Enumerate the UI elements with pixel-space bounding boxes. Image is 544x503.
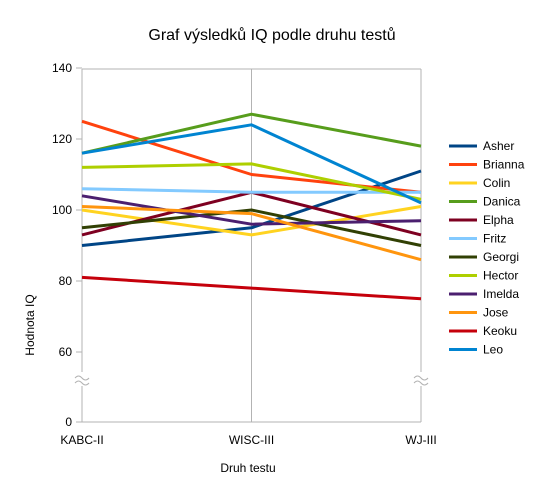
legend-item-hector: Hector (449, 269, 518, 283)
legend-item-brianna: Brianna (449, 158, 525, 172)
plot-area: 0 60 80 100 120 140 KABC-II WISC-III WJ-III (52, 61, 437, 447)
legend: Asher Brianna Colin Danica Elpha Fritz Georgi H… (449, 139, 525, 357)
series-line-danica (81, 112, 422, 155)
legend-item-imelda: Imelda (449, 287, 519, 301)
series-line-hector (81, 162, 422, 201)
legend-label: Keoku (483, 324, 517, 338)
series-line-keoku (81, 275, 422, 301)
y-tick-label: 140 (52, 61, 72, 75)
axis-break-mark-upper-0 (74, 375, 90, 381)
chart-title: Graf výsledků IQ podle druhu testů (148, 26, 395, 44)
legend-label: Hector (483, 269, 518, 283)
series-line-fritz (81, 187, 421, 194)
legend-label: Imelda (483, 287, 519, 301)
legend-item-jose: Jose (449, 306, 509, 320)
legend-label: Elpha (483, 213, 514, 227)
legend-label: Danica (483, 195, 521, 209)
axis-break-gap-0 (74, 372, 90, 386)
legend-label: Leo (483, 343, 503, 357)
legend-label: Brianna (483, 158, 525, 172)
series-line-jose (81, 205, 422, 262)
legend-item-keoku: Keoku (449, 324, 517, 338)
y-axis-label: Hodnota IQ (23, 294, 37, 355)
legend-item-asher: Asher (449, 139, 514, 153)
legend-item-georgi: Georgi (449, 250, 519, 264)
y-tick-label: 80 (59, 274, 73, 288)
x-axis-label: Druh testu (220, 461, 275, 475)
legend-item-danica: Danica (449, 195, 521, 209)
legend-label: Colin (483, 176, 510, 190)
series-line-imelda (81, 194, 422, 226)
legend-label: Georgi (483, 250, 519, 264)
legend-item-elpha: Elpha (449, 213, 514, 227)
axis-break-gap-1 (413, 372, 429, 386)
series-line-leo (81, 123, 422, 205)
series-line-asher (81, 169, 422, 247)
legend-item-colin: Colin (449, 176, 510, 190)
x-tick-label: KABC-II (60, 433, 103, 447)
legend-label: Fritz (483, 232, 506, 246)
axis-break-mark-lower-1 (413, 380, 429, 386)
y-tick-label: 0 (65, 415, 72, 429)
series-line-colin (81, 205, 422, 237)
x-tick-label: WJ-III (405, 433, 436, 447)
series-line-georgi (81, 208, 422, 247)
legend-item-leo: Leo (449, 343, 503, 357)
legend-item-fritz: Fritz (449, 232, 506, 246)
axis-break-mark-upper-1 (413, 375, 429, 381)
legend-label: Asher (483, 139, 514, 153)
y-tick-label: 60 (59, 345, 73, 359)
axis-break-mark-lower-0 (74, 380, 90, 386)
y-tick-label: 120 (52, 132, 72, 146)
x-tick-label: WISC-III (229, 433, 274, 447)
y-tick-label: 100 (52, 203, 72, 217)
legend-label: Jose (483, 306, 509, 320)
